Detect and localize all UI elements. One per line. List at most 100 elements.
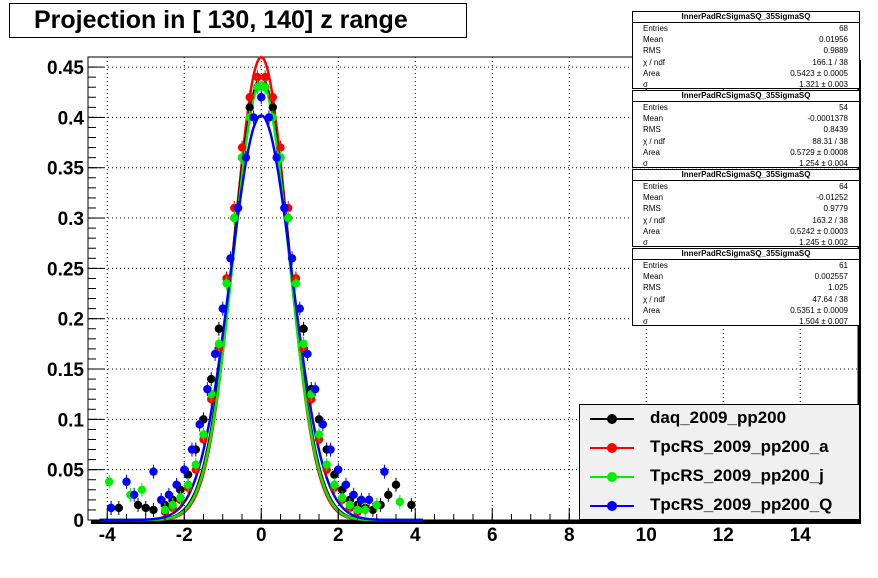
data-point bbox=[349, 490, 358, 500]
stats-value: 0.5242 ± 0.0003 bbox=[790, 226, 848, 236]
stats-row: σ 1.504 ± 0.007 bbox=[633, 316, 859, 327]
stats-value: 0.8439 bbox=[823, 125, 848, 135]
data-point bbox=[364, 495, 374, 505]
stats-key: RMS bbox=[643, 46, 661, 56]
stats-row: Mean -0.01252 bbox=[633, 192, 859, 203]
data-point bbox=[345, 500, 354, 510]
y-tick-label: 0.05 bbox=[47, 461, 84, 482]
stats-key: Mean bbox=[643, 114, 664, 124]
stats-key: Entries bbox=[643, 261, 668, 270]
legend-label: TpcRS_2009_pp200_j bbox=[650, 466, 824, 485]
stats-value: 163.2 / 38 bbox=[812, 215, 848, 225]
data-point bbox=[276, 143, 285, 152]
stats-key: Area bbox=[643, 68, 660, 78]
stats-row: χ / ndf 88.31 / 38 bbox=[633, 136, 859, 147]
data-point bbox=[303, 349, 312, 359]
stats-value: -0.0001378 bbox=[807, 114, 848, 124]
data-point bbox=[245, 93, 254, 102]
stats-row: Mean 0.01956 bbox=[633, 34, 859, 45]
data-point bbox=[299, 324, 308, 333]
x-tick-label: -4 bbox=[99, 525, 116, 546]
stats-row: χ / ndf 47.64 / 38 bbox=[633, 294, 859, 305]
data-point bbox=[199, 430, 208, 439]
y-tick-label: 0.25 bbox=[47, 259, 84, 280]
x-tick-label: 8 bbox=[564, 525, 575, 546]
stats-value: -0.01252 bbox=[816, 193, 848, 203]
data-point bbox=[326, 445, 335, 454]
stats-value: 64 bbox=[839, 182, 848, 191]
stats-value: 0.5729 ± 0.0008 bbox=[790, 147, 848, 157]
fit-curve bbox=[99, 114, 423, 522]
legend-entry: TpcRS_2009_pp200_a bbox=[580, 434, 861, 463]
stats-value: 166.1 / 38 bbox=[812, 57, 848, 67]
data-point bbox=[210, 349, 220, 359]
stats-key: Entries bbox=[643, 103, 668, 112]
stats-box-title: InnerPadRcSigmaSQ_35SigmaSQ bbox=[633, 170, 859, 181]
data-point bbox=[149, 467, 158, 476]
axes: -4 -2 0 2 4 6 8 10 12 14 0 0.05 0.1 0.15 0.2 0.25 0.3 0.3… bbox=[47, 58, 859, 546]
data-point bbox=[122, 477, 131, 486]
data-point bbox=[203, 384, 212, 394]
data-point bbox=[164, 490, 174, 500]
stats-box-title: InnerPadRcSigmaSQ_35SigmaSQ bbox=[633, 91, 859, 102]
stats-key: σ bbox=[643, 316, 648, 326]
stats-key: Area bbox=[643, 305, 660, 315]
data-point bbox=[310, 384, 320, 394]
stats-value: 1.504 ± 0.007 bbox=[799, 316, 848, 326]
data-point bbox=[384, 490, 393, 500]
data-point bbox=[391, 480, 401, 489]
stats-key: χ / ndf bbox=[643, 136, 665, 146]
stats-row: Area 0.5423 ± 0.0005 bbox=[633, 68, 859, 79]
data-point bbox=[341, 480, 351, 489]
data-point bbox=[245, 103, 254, 112]
stats-key: Area bbox=[643, 226, 660, 236]
data-point bbox=[137, 485, 147, 495]
data-point bbox=[104, 477, 114, 486]
stats-row: σ 1.245 ± 0.002 bbox=[633, 237, 859, 248]
stats-value: 88.31 / 38 bbox=[812, 136, 848, 146]
stats-value: 1.321 ± 0.003 bbox=[799, 79, 848, 89]
data-point bbox=[318, 420, 328, 429]
data-point bbox=[257, 93, 266, 102]
data-point bbox=[357, 495, 366, 505]
x-tick-label: 12 bbox=[713, 525, 734, 546]
stats-row: Entries 68 bbox=[633, 23, 859, 34]
legend-marker bbox=[607, 501, 617, 511]
stats-row: Mean -0.0001378 bbox=[633, 113, 859, 124]
legend: daq_2009_pp200 TpcRS_2009_pp200_a TpcRS_20… bbox=[579, 404, 860, 520]
data-point bbox=[222, 279, 231, 288]
stats-value: 61 bbox=[839, 261, 848, 270]
data-points bbox=[104, 70, 416, 519]
data-point bbox=[187, 445, 197, 454]
stats-box: InnerPadRcSigmaSQ_35SigmaSQ Entries 68 Mean… bbox=[632, 11, 860, 89]
x-tick-label: -2 bbox=[176, 525, 193, 546]
stats-key: χ / ndf bbox=[643, 294, 665, 304]
data-point bbox=[372, 500, 381, 510]
stats-row: Area 0.5242 ± 0.0003 bbox=[633, 226, 859, 237]
stats-key: RMS bbox=[643, 283, 661, 293]
grid-lines bbox=[88, 57, 858, 521]
data-point bbox=[183, 480, 193, 489]
data-point bbox=[214, 324, 224, 333]
data-point bbox=[176, 493, 185, 503]
stats-row: Entries 61 bbox=[633, 260, 859, 271]
data-point bbox=[133, 500, 143, 510]
data-point bbox=[291, 279, 301, 288]
legend-entry: TpcRS_2009_pp200_Q bbox=[580, 492, 861, 521]
x-tick-label: 2 bbox=[333, 525, 344, 546]
legend-label: daq_2009_pp200 bbox=[650, 408, 787, 427]
stats-value: 47.64 / 38 bbox=[812, 294, 848, 304]
data-point bbox=[353, 505, 362, 515]
legend-label: TpcRS_2009_pp200_a bbox=[650, 437, 829, 456]
stats-box: InnerPadRcSigmaSQ_35SigmaSQ Entries 54 Mean… bbox=[632, 90, 860, 168]
data-point bbox=[361, 505, 370, 515]
stats-value: 1.025 bbox=[827, 283, 848, 293]
stats-value: 0.9779 bbox=[823, 204, 848, 214]
data-point bbox=[380, 467, 389, 476]
data-point bbox=[268, 93, 277, 102]
data-point bbox=[207, 374, 216, 384]
data-point bbox=[253, 82, 262, 92]
stats-value: 54 bbox=[839, 103, 848, 112]
data-point bbox=[233, 203, 243, 213]
y-tick-label: 0.35 bbox=[47, 159, 84, 180]
